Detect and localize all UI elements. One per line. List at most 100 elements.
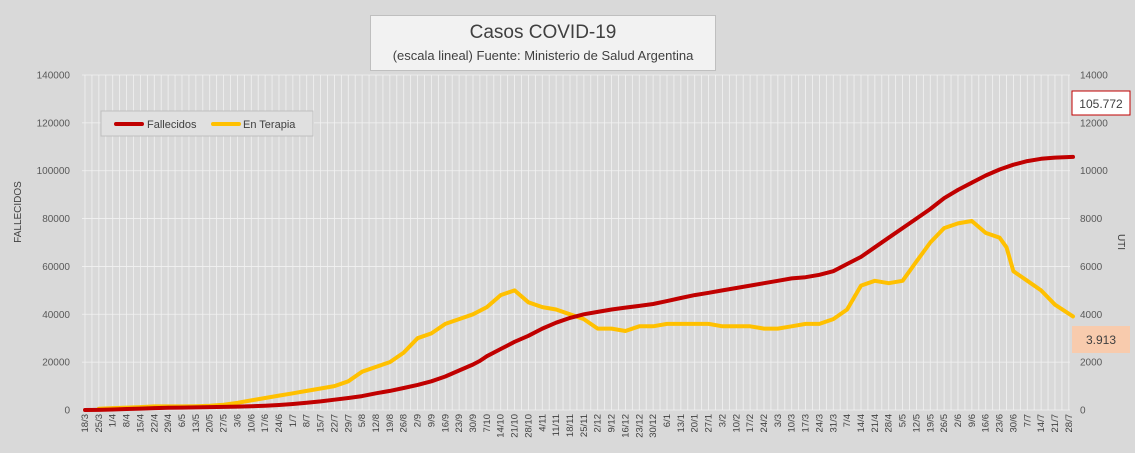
y2-tick-label: 4000: [1080, 310, 1103, 321]
x-tick-label: 21/4: [870, 414, 881, 433]
x-tick-label: 3/2: [717, 414, 728, 427]
x-tick-label: 8/4: [122, 414, 133, 427]
x-tick-label: 13/5: [191, 414, 202, 433]
x-tick-label: 15/4: [135, 414, 146, 433]
x-tick-label: 23/12: [634, 414, 645, 438]
x-tick-label: 14/4: [856, 414, 867, 433]
x-axis-ticks: 18/3 25/3 1/4 8/4 15/4 22/4 29/4 6/5 13/5 20/5 27/…: [80, 414, 1075, 438]
y2-tick-label: 12000: [1080, 118, 1108, 129]
y-tick-label: 0: [64, 406, 70, 417]
y-axis-title: FALLECIDOS: [13, 181, 24, 243]
x-tick-label: 16/6: [981, 414, 992, 433]
chart-title: Casos COVID-19: [469, 22, 617, 43]
y2-tick-label: 14000: [1080, 71, 1108, 82]
x-tick-label: 14/7: [1036, 414, 1047, 433]
x-tick-label: 3/3: [773, 414, 784, 427]
x-tick-label: 13/1: [676, 414, 687, 433]
x-tick-label: 22/7: [329, 414, 340, 433]
y2-tick-label: 2000: [1080, 358, 1103, 369]
series-line-fallecidos: [83, 154, 1075, 412]
x-tick-label: 12/8: [371, 414, 382, 433]
x-tick-label: 16/9: [440, 414, 451, 433]
x-tick-label: 23/9: [454, 414, 465, 433]
x-tick-label: 10/6: [246, 414, 257, 433]
x-tick-label: 30/6: [1008, 414, 1019, 433]
y2-tick-label: 8000: [1080, 214, 1103, 225]
y2-tick-label: 6000: [1080, 262, 1103, 273]
x-tick-label: 24/3: [814, 414, 825, 433]
x-tick-label: 21/7: [1050, 414, 1061, 433]
x-tick-label: 17/3: [801, 414, 812, 433]
series-lines: [83, 154, 1075, 412]
legend-label-terapia: En Terapia: [243, 119, 296, 131]
x-tick-label: 18/11: [565, 414, 576, 437]
y2-tick-label: 10000: [1080, 166, 1108, 177]
y-tick-label: 80000: [42, 214, 70, 225]
x-tick-label: 11/11: [551, 414, 562, 436]
end-label-fallecidos: 105.772: [1071, 90, 1131, 116]
y2-axis-title: UTI: [1115, 234, 1126, 250]
x-tick-label: 10/2: [731, 414, 742, 433]
x-tick-label: 29/4: [163, 414, 174, 433]
series-line-terapia: [96, 219, 1075, 411]
legend-label-fallecidos: Fallecidos: [147, 119, 197, 131]
x-tick-label: 7/4: [842, 414, 853, 427]
end-label-terapia-text: 3.913: [1086, 333, 1116, 347]
x-tick-label: 3/6: [232, 414, 243, 427]
x-tick-label: 6/1: [662, 414, 673, 427]
x-tick-label: 16/12: [620, 414, 631, 438]
x-tick-label: 24/2: [759, 414, 770, 433]
x-tick-label: 18/3: [80, 414, 91, 433]
x-tick-label: 19/8: [385, 414, 396, 433]
y-tick-label: 120000: [37, 118, 71, 129]
y-axis-ticks: 0 20000 40000 60000 80000 100000 120000 140000: [37, 71, 71, 417]
x-tick-label: 10/3: [787, 414, 798, 433]
x-tick-label: 26/8: [399, 414, 410, 433]
x-tick-label: 17/6: [260, 414, 271, 433]
x-tick-label: 9/6: [967, 414, 978, 427]
x-tick-label: 25/11: [579, 414, 590, 437]
x-tick-label: 28/4: [884, 414, 895, 433]
y-tick-label: 20000: [42, 358, 70, 369]
y2-axis-ticks: 0 2000 4000 6000 8000 10000 12000 14000: [1080, 71, 1108, 417]
end-label-terapia: 3.913: [1072, 326, 1130, 353]
x-tick-label: 9/12: [607, 414, 618, 433]
legend: Fallecidos En Terapia: [100, 110, 314, 137]
y-tick-label: 40000: [42, 310, 70, 321]
x-tick-label: 23/6: [995, 414, 1006, 433]
x-tick-label: 8/7: [302, 414, 313, 427]
y-tick-label: 100000: [37, 166, 71, 177]
chart-title-box: Casos COVID-19 (escala lineal) Fuente: M…: [370, 15, 716, 71]
x-tick-label: 2/6: [953, 414, 964, 427]
x-tick-label: 31/3: [828, 414, 839, 433]
x-tick-label: 22/4: [149, 414, 160, 433]
x-tick-label: 7/10: [482, 414, 493, 433]
x-tick-label: 28/7: [1064, 414, 1075, 433]
x-tick-label: 1/7: [288, 414, 299, 427]
x-tick-label: 5/8: [357, 414, 368, 427]
y-tick-label: 140000: [37, 71, 71, 82]
y-tick-label: 60000: [42, 262, 70, 273]
x-tick-label: 19/5: [925, 414, 936, 433]
x-tick-label: 2/9: [413, 414, 424, 427]
x-tick-label: 26/5: [939, 414, 950, 433]
x-tick-label: 12/5: [911, 414, 922, 433]
x-tick-label: 21/10: [510, 414, 521, 438]
x-tick-label: 6/5: [177, 414, 188, 427]
x-tick-label: 30/12: [648, 414, 659, 438]
x-tick-label: 25/3: [94, 414, 105, 433]
x-tick-label: 28/10: [523, 414, 534, 438]
x-tick-label: 4/11: [537, 414, 548, 432]
x-tick-label: 30/9: [468, 414, 479, 433]
x-tick-label: 17/2: [745, 414, 756, 433]
x-tick-label: 24/6: [274, 414, 285, 433]
x-tick-label: 2/12: [593, 414, 604, 433]
x-tick-label: 14/10: [496, 414, 507, 438]
end-label-fallecidos-text: 105.772: [1079, 97, 1123, 111]
x-tick-label: 27/5: [219, 414, 230, 433]
x-tick-label: 20/5: [205, 414, 216, 433]
x-tick-label: 15/7: [316, 414, 327, 433]
x-tick-label: 29/7: [343, 414, 354, 433]
x-tick-label: 5/5: [898, 414, 909, 427]
x-tick-label: 27/1: [704, 414, 715, 433]
